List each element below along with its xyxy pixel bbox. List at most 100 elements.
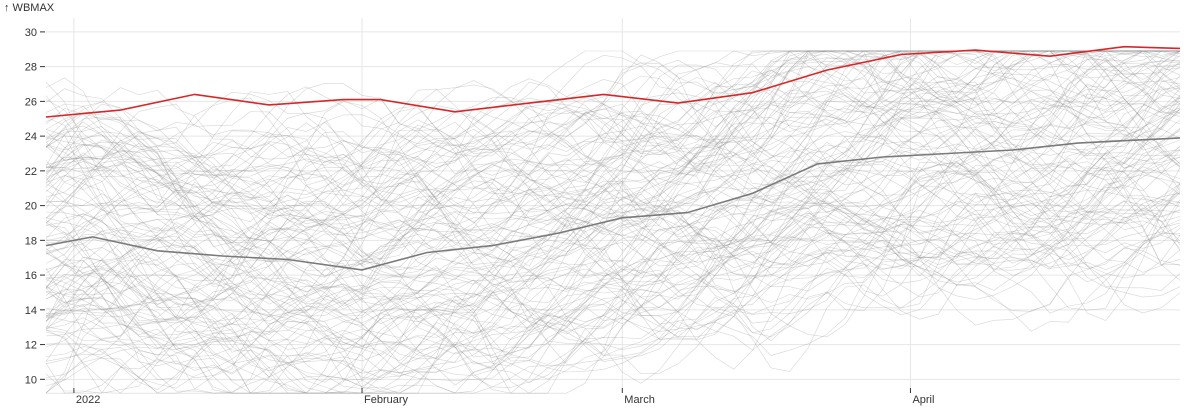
ensemble-line: [45, 170, 1181, 387]
ensemble-line: [46, 50, 1181, 269]
ensemble-line: [45, 85, 1181, 314]
ensemble-line: [45, 156, 1181, 389]
ensemble-line: [45, 121, 1181, 279]
ensemble-line: [45, 198, 1181, 379]
ensemble-line: [45, 50, 1181, 216]
y-axis-label: ↑ WBMAX: [4, 2, 55, 14]
ensemble-line: [45, 146, 1181, 356]
ensemble-line: [45, 150, 1181, 394]
ensemble-line: [45, 50, 1181, 286]
ensemble-line: [45, 86, 1181, 305]
ensemble-line: [45, 50, 1181, 247]
ensemble-line: [45, 50, 1181, 233]
grid: [46, 18, 1180, 388]
ensemble-line: [45, 50, 1180, 194]
ensemble-line: [45, 167, 1181, 394]
ensemble-line: [45, 201, 1181, 394]
ensemble-line: [45, 50, 1181, 186]
ensemble-line: [45, 199, 1181, 381]
ensemble-line: [45, 75, 1181, 282]
ensemble-line: [46, 207, 1181, 394]
ensemble-line: [45, 166, 1181, 394]
ensemble-line: [45, 152, 1181, 390]
ensemble-line: [45, 50, 1181, 238]
ensemble-line: [45, 132, 1181, 329]
ensemble-line: [45, 189, 1181, 349]
ensemble-line: [45, 50, 1181, 225]
ensemble-line: [45, 94, 1181, 334]
ensemble-line: [45, 137, 1181, 390]
ensemble-line: [45, 190, 1181, 363]
ensemble-line: [45, 89, 1181, 301]
ensemble-line: [45, 73, 1181, 268]
ensemble-line: [45, 50, 1180, 214]
ensemble-line: [45, 152, 1181, 332]
y-tick-label: 18: [25, 235, 37, 247]
ensemble-line: [45, 147, 1181, 376]
ensemble-line: [45, 50, 1181, 244]
ensemble-line: [45, 81, 1181, 269]
ensemble-line: [45, 50, 1181, 242]
ensemble-line: [45, 79, 1181, 312]
ensemble-line: [45, 119, 1181, 350]
y-tick-label: 12: [25, 340, 37, 352]
y-tick-label: 14: [25, 305, 37, 317]
ensemble-line: [45, 50, 1180, 219]
ensemble-line: [45, 110, 1181, 332]
ensemble-line: [45, 158, 1181, 350]
ensemble-line: [45, 172, 1181, 365]
x-tick-label: April: [912, 394, 934, 406]
ensemble-line: [45, 170, 1181, 394]
ensemble-line: [45, 209, 1181, 394]
y-tick-label: 16: [25, 270, 37, 282]
ensemble-line: [45, 94, 1181, 313]
y-tick-label: 30: [25, 27, 37, 39]
ensemble-line: [45, 210, 1181, 394]
x-tick-label: March: [624, 394, 655, 406]
y-tick-label: 10: [25, 374, 37, 386]
ensemble-line: [45, 103, 1181, 271]
ensemble-line: [45, 50, 1180, 187]
x-axis: 2022 February March April: [73, 388, 934, 406]
ensemble-line: [45, 170, 1181, 365]
ensemble-line: [45, 50, 1180, 251]
ensemble-line: [45, 53, 1181, 283]
ensemble-line: [45, 103, 1181, 325]
ensemble-line: [45, 103, 1181, 325]
ensemble-line: [45, 190, 1181, 394]
ensemble-line: [45, 192, 1181, 383]
ensemble-line: [45, 127, 1181, 316]
ensemble-line: [45, 150, 1181, 307]
ensemble-line: [45, 50, 1180, 234]
ensemble-line: [45, 77, 1181, 289]
ensemble-line: [45, 162, 1181, 394]
ensemble-line: [45, 200, 1181, 394]
ensemble-line: [45, 224, 1181, 394]
ensemble-line: [45, 77, 1181, 356]
ensemble-line: [45, 107, 1181, 322]
ensemble-line: [45, 87, 1181, 272]
ensemble-line: [45, 50, 1181, 230]
ensemble-line: [45, 200, 1181, 394]
ensemble-line: [45, 90, 1181, 278]
x-tick-label: 2022: [76, 394, 100, 406]
ensemble-lines: [45, 50, 1181, 394]
ensemble-line: [45, 134, 1181, 324]
ensemble-line: [45, 118, 1181, 325]
ensemble-line: [45, 50, 1180, 208]
ensemble-line: [45, 50, 1180, 200]
y-tick-label: 20: [25, 201, 37, 213]
ensemble-line: [45, 201, 1181, 394]
ensemble-line: [45, 109, 1181, 309]
ensemble-line: [45, 50, 1181, 199]
ensemble-line: [45, 157, 1181, 374]
ensemble-line: [45, 127, 1181, 340]
ensemble-line: [45, 92, 1181, 278]
ensemble-line: [45, 50, 1181, 185]
ensemble-line: [45, 147, 1181, 358]
ensemble-line: [45, 60, 1181, 281]
ensemble-line: [45, 50, 1180, 210]
mean-series-line: [45, 137, 1181, 271]
y-tick-label: 22: [25, 166, 37, 178]
